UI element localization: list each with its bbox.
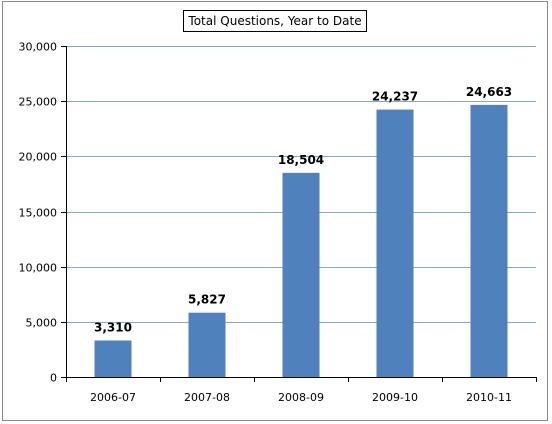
- x-tick-label: 2010-11: [466, 391, 512, 404]
- y-tick-label: 20,000: [19, 151, 58, 164]
- bar: [376, 109, 414, 378]
- x-tick-label: 2008-09: [278, 391, 324, 404]
- bar: [470, 104, 508, 378]
- y-tick-label: 25,000: [19, 96, 58, 109]
- x-tick-label: 2006-07: [90, 391, 136, 404]
- bar: [282, 172, 320, 377]
- x-tick-label: 2009-10: [372, 391, 418, 404]
- bar: [188, 312, 226, 377]
- tick-labels: 0 5,000 10,000 15,000 20,000 25,000 30,000 2006…: [19, 41, 512, 405]
- bar-value-label: 5,827: [188, 293, 226, 307]
- chart-frame: [2, 1, 548, 421]
- y-tick-label: 5,000: [26, 317, 58, 330]
- x-tick-label: 2007-08: [184, 391, 230, 404]
- bars: [94, 104, 508, 378]
- bar: [94, 340, 132, 377]
- axes: [61, 46, 537, 382]
- bar-value-label: 18,504: [278, 153, 324, 167]
- y-tick-label: 0: [50, 372, 57, 385]
- chart-title: Total Questions, Year to Date: [183, 10, 367, 32]
- bar-value-label: 24,663: [466, 85, 512, 99]
- data-labels: 3,310 5,827 18,504 24,237 24,663: [94, 85, 512, 335]
- bar-value-label: 3,310: [94, 320, 132, 334]
- bar-value-label: 24,237: [372, 90, 418, 104]
- y-tick-label: 10,000: [19, 262, 58, 275]
- y-tick-label: 15,000: [19, 207, 58, 220]
- y-tick-label: 30,000: [19, 41, 58, 54]
